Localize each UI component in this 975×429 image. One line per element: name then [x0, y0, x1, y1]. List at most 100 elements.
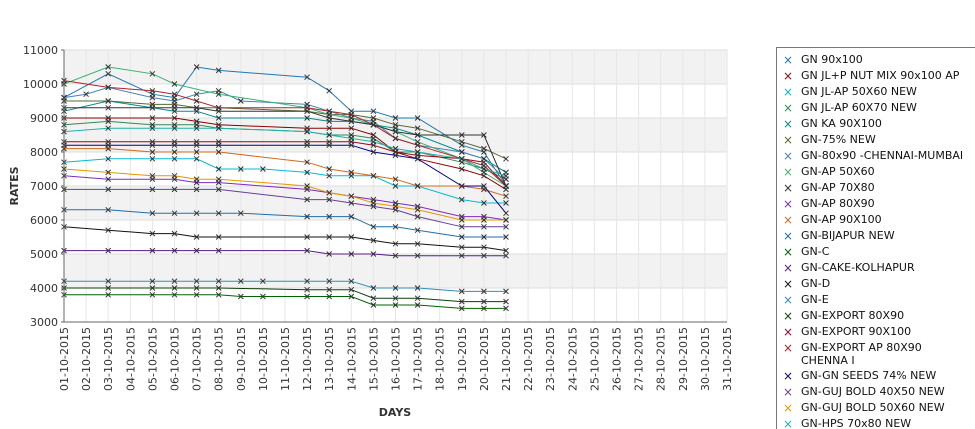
- legend-label: GN-E: [801, 293, 829, 306]
- data-point-marker: [458, 166, 465, 172]
- legend-marker-icon: ×: [783, 213, 794, 227]
- data-point-marker: [503, 210, 509, 217]
- data-point-marker: [458, 288, 465, 295]
- legend-marker-icon: ×: [783, 341, 794, 355]
- data-point-marker: [326, 166, 333, 172]
- data-point-marker: [304, 196, 310, 203]
- legend-item: × GN-AP 50X60: [777, 165, 975, 179]
- data-point-marker: [149, 142, 156, 149]
- x-tick-label: 12-10-2015: [301, 327, 314, 391]
- data-point-marker: [193, 285, 200, 291]
- data-point-marker: [304, 115, 310, 121]
- data-point-marker: [105, 125, 112, 132]
- data-point-marker: [149, 70, 156, 77]
- data-point-marker: [503, 200, 509, 206]
- data-point-marker: [458, 149, 465, 155]
- legend-item: × GN KA 90X100: [777, 117, 975, 131]
- legend-marker-icon: ×: [783, 101, 794, 115]
- data-point-marker: [105, 176, 112, 183]
- legend-marker-icon: ×: [783, 369, 794, 383]
- legend-item: × GN JL+P NUT MIX 90x100 AP: [777, 69, 975, 83]
- series-line-7: [63, 66, 507, 187]
- data-point-marker: [414, 252, 421, 259]
- data-point-marker: [326, 196, 333, 203]
- data-point-marker: [392, 302, 399, 308]
- legend-item: × GN-AP 80X90: [777, 197, 975, 211]
- x-tick-label: 02-10-2015: [80, 327, 93, 391]
- x-tick-label: 09-10-2015: [235, 327, 248, 391]
- data-point-marker: [348, 293, 355, 300]
- data-point-marker: [237, 166, 244, 172]
- legend-marker-icon: ×: [783, 417, 794, 429]
- data-point-marker: [348, 118, 355, 125]
- data-point-marker: [149, 104, 156, 111]
- data-point-marker: [193, 91, 200, 98]
- data-point-marker: [458, 298, 465, 305]
- data-point-marker: [414, 115, 421, 121]
- data-point-marker: [458, 132, 465, 138]
- x-tick-label: 16-10-2015: [390, 327, 403, 391]
- legend-marker-icon: ×: [783, 197, 794, 211]
- data-point-marker: [171, 210, 178, 217]
- data-point-marker: [215, 285, 222, 291]
- data-point-marker: [348, 234, 355, 240]
- data-point-marker: [458, 155, 465, 162]
- x-tick-label: 24-10-2015: [566, 327, 579, 391]
- data-point-marker: [392, 252, 399, 259]
- data-point-marker: [348, 200, 355, 206]
- legend-item: × GN-CAKE-KOLHAPUR: [777, 261, 975, 275]
- legend-label: GN-EXPORT AP 80X90 CHENNA I: [801, 341, 922, 367]
- series-line-11: [64, 209, 506, 238]
- legend-item: × GN JL-AP 60X70 NEW: [777, 101, 975, 115]
- data-point-marker: [105, 291, 112, 298]
- data-point-marker: [414, 132, 421, 138]
- data-point-marker: [105, 104, 112, 111]
- data-point-marker: [414, 240, 421, 247]
- legend-label: GN-75% NEW: [801, 133, 876, 146]
- data-point-marker: [348, 111, 355, 118]
- x-tick-label: 22-10-2015: [522, 327, 535, 391]
- legend-label: GN-AP 90X100: [801, 213, 882, 226]
- legend-label: GN-GN SEEDS 74% NEW: [801, 369, 937, 382]
- legend-label: GN-CAKE-KOLHAPUR: [801, 261, 915, 274]
- chart-legend: × GN 90x100 × GN JL+P NUT MIX 90x100 AP × GN …: [776, 47, 975, 429]
- data-point-marker: [414, 295, 421, 302]
- data-point-marker: [370, 295, 377, 302]
- data-point-marker: [503, 298, 509, 305]
- data-point-marker: [215, 186, 222, 193]
- data-point-marker: [503, 305, 509, 312]
- data-point-marker: [414, 285, 421, 291]
- legend-marker-icon: ×: [783, 325, 794, 339]
- legend-item: × GN-EXPORT AP 80X90 CHENNA I: [777, 341, 975, 367]
- x-axis-title: DAYS: [379, 406, 412, 419]
- data-point-marker: [193, 186, 200, 193]
- data-point-marker: [304, 286, 310, 293]
- data-point-marker: [193, 247, 200, 254]
- legend-marker-icon: ×: [783, 165, 794, 179]
- data-point-marker: [149, 186, 156, 193]
- legend-marker-icon: ×: [783, 261, 794, 275]
- data-point-marker: [171, 104, 178, 111]
- data-point-marker: [370, 251, 377, 257]
- data-point-marker: [370, 172, 377, 179]
- data-point-marker: [215, 115, 222, 121]
- data-point-marker: [326, 189, 333, 196]
- y-tick-label: 4000: [30, 282, 58, 295]
- data-point-marker: [304, 293, 310, 300]
- data-point-marker: [392, 121, 399, 128]
- data-point-marker: [458, 305, 465, 312]
- data-point-marker: [392, 145, 399, 152]
- data-point-marker: [149, 285, 156, 291]
- data-point-marker: [326, 132, 333, 138]
- data-point-marker: [458, 244, 465, 251]
- data-point-marker: [215, 247, 222, 254]
- data-point-marker: [304, 142, 310, 149]
- y-tick-label: 5000: [30, 248, 58, 261]
- data-point-marker: [348, 286, 355, 293]
- legend-marker-icon: ×: [783, 309, 794, 323]
- legend-marker-icon: ×: [783, 53, 794, 67]
- x-tick-label: 03-10-2015: [102, 327, 115, 391]
- data-point-marker: [481, 145, 487, 152]
- x-tick-label: 08-10-2015: [213, 327, 226, 391]
- legend-item: × GN-HPS 70x80 NEW: [777, 417, 975, 429]
